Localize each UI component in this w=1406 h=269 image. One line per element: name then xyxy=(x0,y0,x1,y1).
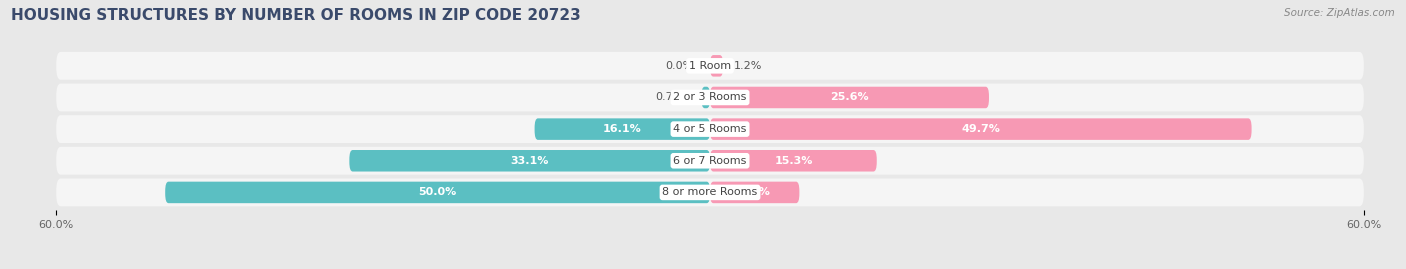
FancyBboxPatch shape xyxy=(710,55,723,77)
FancyBboxPatch shape xyxy=(56,115,1364,143)
FancyBboxPatch shape xyxy=(534,118,710,140)
Text: 50.0%: 50.0% xyxy=(419,187,457,197)
FancyBboxPatch shape xyxy=(710,87,988,108)
Text: 0.0%: 0.0% xyxy=(665,61,693,71)
Text: 16.1%: 16.1% xyxy=(603,124,641,134)
Text: 25.6%: 25.6% xyxy=(830,93,869,102)
Text: HOUSING STRUCTURES BY NUMBER OF ROOMS IN ZIP CODE 20723: HOUSING STRUCTURES BY NUMBER OF ROOMS IN… xyxy=(11,8,581,23)
Legend: Owner-occupied, Renter-occupied: Owner-occupied, Renter-occupied xyxy=(579,266,841,269)
Text: 4 or 5 Rooms: 4 or 5 Rooms xyxy=(673,124,747,134)
FancyBboxPatch shape xyxy=(56,147,1364,175)
Text: 1.2%: 1.2% xyxy=(734,61,762,71)
Text: 8 or more Rooms: 8 or more Rooms xyxy=(662,187,758,197)
FancyBboxPatch shape xyxy=(710,118,1251,140)
Text: 0.79%: 0.79% xyxy=(655,93,690,102)
FancyBboxPatch shape xyxy=(702,87,710,108)
Text: 1 Room: 1 Room xyxy=(689,61,731,71)
FancyBboxPatch shape xyxy=(710,182,800,203)
Text: 33.1%: 33.1% xyxy=(510,156,548,166)
Text: 8.2%: 8.2% xyxy=(740,187,770,197)
FancyBboxPatch shape xyxy=(349,150,710,172)
FancyBboxPatch shape xyxy=(56,179,1364,206)
FancyBboxPatch shape xyxy=(56,52,1364,80)
FancyBboxPatch shape xyxy=(56,84,1364,111)
Text: 49.7%: 49.7% xyxy=(962,124,1000,134)
Text: 2 or 3 Rooms: 2 or 3 Rooms xyxy=(673,93,747,102)
Text: 15.3%: 15.3% xyxy=(775,156,813,166)
FancyBboxPatch shape xyxy=(710,150,877,172)
Text: Source: ZipAtlas.com: Source: ZipAtlas.com xyxy=(1284,8,1395,18)
Text: 6 or 7 Rooms: 6 or 7 Rooms xyxy=(673,156,747,166)
FancyBboxPatch shape xyxy=(166,182,710,203)
